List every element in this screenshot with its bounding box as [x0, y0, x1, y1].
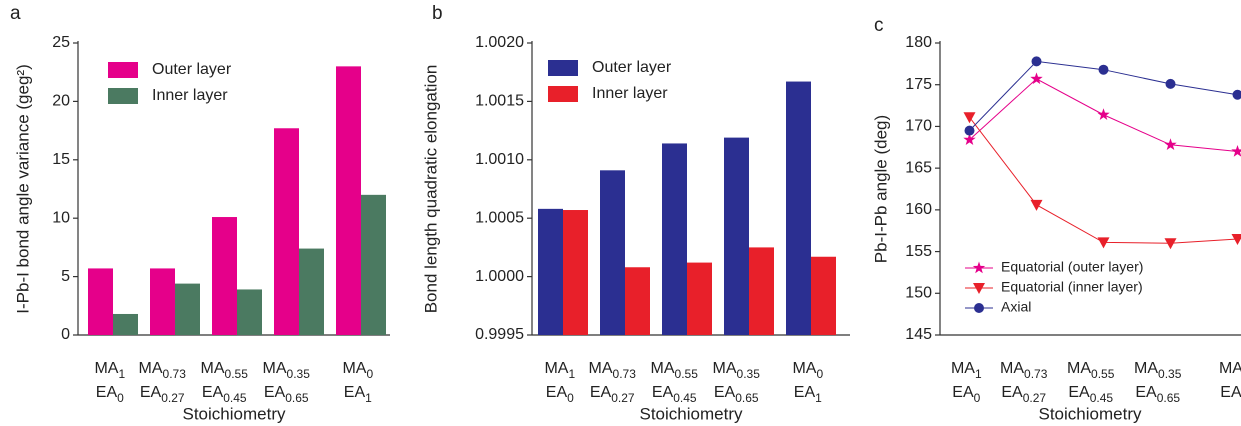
- bar: [786, 81, 811, 335]
- legend-label: Equatorial (outer layer): [1001, 259, 1143, 275]
- y-tick-label: 175: [905, 76, 932, 93]
- y-tick-label: 160: [905, 201, 932, 218]
- line: [969, 116, 1238, 244]
- x-tick-label: MA0.55 EA0.45: [201, 360, 249, 405]
- point: [1097, 108, 1110, 120]
- bar: [625, 267, 650, 335]
- bar: [662, 143, 687, 335]
- y-tick-label: 180: [905, 34, 932, 51]
- x-tick-label: MA1 EA0: [94, 360, 125, 405]
- bar: [563, 210, 588, 335]
- x-tick-label: MA1 EA0: [951, 360, 982, 405]
- bar: [299, 248, 324, 335]
- x-tick-label: MA0.55 EA0.45: [1067, 360, 1115, 405]
- x-axis-label: Stoichiometry: [183, 404, 286, 423]
- bar: [150, 268, 175, 335]
- legend-label: Outer layer: [152, 61, 232, 78]
- bar: [113, 313, 138, 335]
- y-tick-label: 1.0010: [475, 151, 524, 168]
- point: [1030, 199, 1043, 211]
- point: [1030, 72, 1043, 85]
- y-tick-label: 1.0020: [475, 34, 524, 51]
- y-tick-label: 0: [61, 326, 70, 343]
- y-tick-label: 10: [52, 209, 70, 226]
- x-tick-label: MA0.73 EA0.27: [139, 360, 187, 405]
- point: [973, 283, 985, 294]
- point: [1097, 237, 1110, 249]
- point: [974, 303, 984, 313]
- y-axis-label: I-Pb-I bond angle variance (geg²): [13, 64, 32, 313]
- point: [1098, 64, 1109, 75]
- bar: [274, 128, 299, 335]
- bar: [336, 66, 361, 336]
- y-axis-label: Pb-I-Pb angle (deg): [871, 115, 890, 263]
- legend-label: Axial: [1001, 299, 1031, 315]
- point: [1231, 145, 1241, 157]
- point: [1031, 56, 1042, 67]
- legend-swatch: [548, 60, 578, 76]
- x-axis-label: Stoichiometry: [640, 404, 743, 423]
- bar: [212, 217, 237, 335]
- y-tick-label: 1.0005: [475, 209, 524, 226]
- x-tick-label: MA0.73 EA0.27: [589, 360, 637, 405]
- point: [1231, 234, 1241, 246]
- bar: [687, 262, 712, 335]
- bar: [88, 268, 113, 335]
- y-tick-label: 1.0015: [475, 93, 524, 110]
- y-tick-label: 170: [905, 118, 932, 135]
- legend-label: Outer layer: [592, 59, 672, 76]
- y-tick-label: 150: [905, 285, 932, 302]
- point: [1164, 238, 1177, 250]
- legend-swatch: [548, 86, 578, 102]
- bar: [361, 194, 386, 335]
- point: [972, 261, 986, 274]
- x-tick-label: MA0.73 EA0.27: [1000, 360, 1048, 405]
- bar: [724, 137, 749, 335]
- bar: [237, 289, 262, 335]
- y-tick-label: 145: [905, 326, 932, 343]
- panel-label: a: [10, 3, 21, 24]
- legend-swatch: [108, 88, 138, 104]
- x-tick-label: MA1 EA0: [544, 360, 575, 405]
- bar: [811, 256, 836, 335]
- bar: [600, 170, 625, 335]
- y-tick-label: 20: [52, 93, 70, 110]
- point: [1232, 89, 1241, 100]
- bar: [538, 208, 563, 335]
- point: [963, 112, 976, 124]
- x-tick-label: MA0.35 EA0.65: [713, 360, 761, 405]
- x-tick-label: MA0.35 EA0.65: [1134, 360, 1182, 405]
- bar: [175, 283, 200, 335]
- panel-label: b: [432, 3, 443, 24]
- y-tick-label: 155: [905, 243, 932, 260]
- x-tick-label: MA0.35 EA0.65: [263, 360, 311, 405]
- y-tick-label: 5: [61, 268, 70, 285]
- panel-label: c: [874, 15, 884, 36]
- x-axis-label: Stoichiometry: [1039, 404, 1142, 423]
- legend-label: Equatorial (inner layer): [1001, 279, 1143, 295]
- point: [964, 125, 975, 136]
- bar: [749, 247, 774, 335]
- y-tick-label: 25: [52, 34, 70, 51]
- y-axis-label: Bond length quadratic elongation: [421, 65, 440, 314]
- point: [963, 133, 976, 145]
- point: [1165, 78, 1176, 89]
- y-tick-label: 1.0000: [475, 268, 524, 285]
- x-tick-label: MA0.55 EA0.45: [651, 360, 699, 405]
- point: [1164, 138, 1177, 150]
- legend-label: Inner layer: [592, 85, 668, 102]
- legend-swatch: [108, 62, 138, 78]
- y-tick-label: 0.9995: [475, 326, 524, 343]
- legend-label: Inner layer: [152, 87, 228, 104]
- y-tick-label: 15: [52, 151, 70, 168]
- y-tick-label: 165: [905, 159, 932, 176]
